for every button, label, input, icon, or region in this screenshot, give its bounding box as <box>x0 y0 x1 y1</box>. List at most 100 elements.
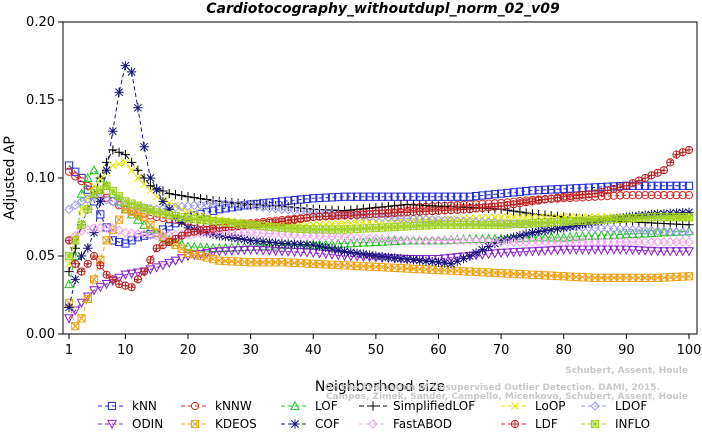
legend-swatch-marker-ldf <box>510 419 520 429</box>
point-loop-69 <box>490 213 499 222</box>
point-fastabod-29 <box>239 227 250 238</box>
point-fastabod-83 <box>577 237 588 247</box>
point-loop-8 <box>108 161 117 170</box>
point-odin-5 <box>89 286 99 296</box>
point-cof-15 <box>152 185 162 195</box>
point-odin-18 <box>170 256 181 266</box>
point-kdeos-2 <box>71 322 80 331</box>
point-fastabod-91 <box>627 237 638 247</box>
point-knn-99 <box>678 181 687 190</box>
point-lof-32 <box>258 240 269 251</box>
point-fastabod-82 <box>571 237 582 247</box>
point-fastabod-6 <box>95 223 106 233</box>
legend-item-odin: ODIN <box>98 417 163 431</box>
point-cof-56 <box>408 255 419 265</box>
point-simplifiedlof-38 <box>296 203 306 213</box>
legend-item-ldf: LDF <box>501 417 558 431</box>
point-knn-1 <box>64 161 74 170</box>
plot-frame <box>62 21 698 335</box>
point-cof-53 <box>390 253 400 263</box>
point-simplifiedlof-54 <box>396 200 406 210</box>
point-ldof-5 <box>89 191 99 202</box>
point-inflo-3 <box>77 220 86 229</box>
point-fastabod-59 <box>427 235 438 246</box>
point-cof-34 <box>271 238 281 248</box>
point-ldof-31 <box>252 201 262 212</box>
point-fastabod-31 <box>252 228 262 238</box>
point-cof-13 <box>139 142 149 152</box>
point-odin-2 <box>70 306 81 316</box>
point-odin-24 <box>208 248 218 258</box>
point-knnw-89 <box>616 191 625 200</box>
point-fastabod-44 <box>333 232 344 242</box>
point-odin-73 <box>514 247 525 258</box>
point-knn-94 <box>647 181 656 190</box>
point-lof-83 <box>577 231 588 241</box>
point-kdeos-4 <box>83 294 92 303</box>
point-knn-8 <box>108 236 117 245</box>
point-lof-95 <box>652 227 663 237</box>
point-knn-95 <box>653 181 662 190</box>
point-loop-1 <box>65 259 73 268</box>
point-lof-74 <box>521 232 532 242</box>
point-knn-9 <box>115 237 124 247</box>
point-fastabod-71 <box>502 237 513 247</box>
point-inflo-14 <box>146 206 155 215</box>
point-kdeos-13 <box>140 212 149 222</box>
point-cof-99 <box>678 208 688 218</box>
point-ldof-92 <box>634 225 644 235</box>
point-odin-60 <box>433 255 444 265</box>
point-fastabod-57 <box>414 235 425 246</box>
point-knn-71 <box>503 188 512 198</box>
point-knn-76 <box>534 186 543 195</box>
point-cof-81 <box>565 222 575 232</box>
point-lof-35 <box>276 239 287 250</box>
point-simplifiedlof-1 <box>64 267 74 277</box>
point-cof-60 <box>433 257 444 267</box>
point-fastabod-50 <box>371 234 381 244</box>
point-ldf-8 <box>108 275 117 284</box>
legend-swatch-marker-odin <box>107 419 117 430</box>
series-inflo <box>64 181 694 261</box>
point-cof-57 <box>415 255 425 265</box>
point-fastabod-34 <box>270 229 281 239</box>
point-odin-11 <box>126 269 137 279</box>
series-line-fastabod <box>68 227 689 243</box>
point-knnw-99 <box>678 191 687 200</box>
point-ldof-94 <box>646 225 657 236</box>
point-knnw-91 <box>628 191 637 200</box>
point-cof-45 <box>339 246 350 256</box>
point-simplifiedlof-53 <box>390 201 400 211</box>
point-fastabod-60 <box>433 235 444 246</box>
legend-swatch-marker-knn <box>107 401 117 411</box>
y-tick-label-1: 0.05 <box>26 249 55 264</box>
point-odin-99 <box>677 247 688 257</box>
point-fastabod-74 <box>521 237 531 247</box>
series-odin <box>64 245 694 324</box>
legend-swatch-marker-cof <box>290 419 300 429</box>
point-knnw-1 <box>64 167 74 176</box>
point-knn-58 <box>421 192 431 201</box>
point-knnw-100 <box>684 191 694 200</box>
point-knn-44 <box>334 192 343 202</box>
point-odin-25 <box>214 247 225 257</box>
point-knnw-95 <box>653 191 662 200</box>
point-lof-76 <box>533 232 544 242</box>
point-ldf-11 <box>127 283 136 292</box>
y-tick-label-2: 0.10 <box>26 171 55 186</box>
point-simplifiedlof-12 <box>133 165 143 175</box>
point-simplifiedlof-77 <box>540 210 550 220</box>
point-cof-11 <box>127 67 137 77</box>
point-knn-65 <box>465 192 474 201</box>
point-cof-3 <box>76 251 87 261</box>
point-inflo-10 <box>121 197 130 206</box>
point-cof-35 <box>277 238 287 249</box>
x-axis-title: Neighborhood size <box>315 379 445 395</box>
point-cof-46 <box>346 247 356 257</box>
legend-swatch-marker-knnw <box>190 401 200 411</box>
point-odin-94 <box>646 246 657 257</box>
point-odin-33 <box>264 246 275 256</box>
point-lof-80 <box>558 232 569 242</box>
point-loop-13 <box>140 180 149 189</box>
point-inflo-8 <box>108 186 117 196</box>
